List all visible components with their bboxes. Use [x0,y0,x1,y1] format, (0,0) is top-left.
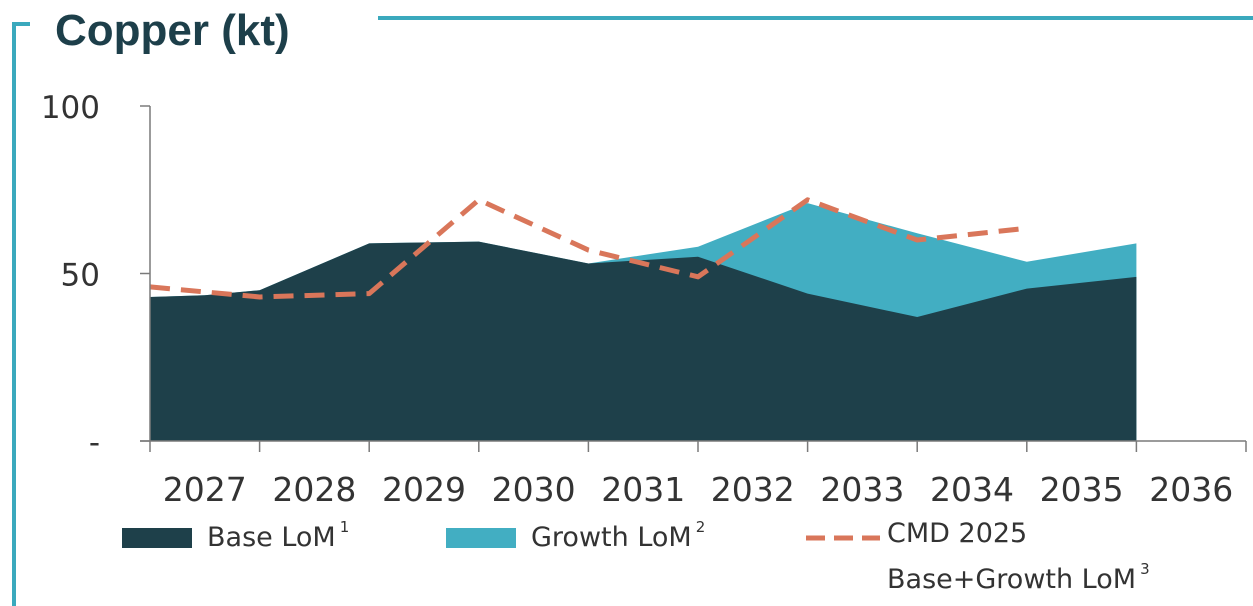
plot-areas [150,203,1137,441]
legend-cmd-footnote: 3 [1140,560,1150,578]
legend-base-name: Base LoM [207,522,336,553]
axes: 100 50 - 2027 2028 2029 2030 2031 2032 2033 2034 20… [41,90,1247,509]
legend-growth-footnote: 2 [695,518,706,536]
x-tick-label: 2036 [1149,470,1233,509]
x-tick-label: 2027 [163,470,247,509]
frame-corner-tick [12,22,30,26]
chart-title: Copper (kt) [55,6,290,55]
legend-label-cmd-line2: Base+Growth LoM 3 [887,560,1150,595]
legend-base-footnote: 1 [339,518,350,536]
legend-growth-name: Growth LoM [531,522,692,553]
y-tick-label: 100 [41,90,100,126]
frame-top-border [378,16,1253,20]
legend-label-cmd: CMD 2025 [887,518,1027,549]
legend-swatch-base [122,528,192,548]
y-tick-label: - [89,425,100,461]
legend-label-growth: Growth LoM 2 [531,518,705,553]
x-tick-label: 2034 [930,470,1014,509]
area-base-lom [150,241,1137,441]
x-tick-label: 2035 [1040,470,1124,509]
legend-swatch-growth [446,528,516,548]
plot-lines [149,197,1028,300]
frame-left-border [12,22,16,606]
legend-label-base: Base LoM 1 [207,518,349,553]
legend-cmd-name: CMD 2025 [887,518,1028,549]
y-tick-label: 50 [61,258,100,294]
legend-swatch-cmd [806,535,880,541]
x-tick-label: 2032 [711,470,795,509]
line-cmd-2025 [149,197,1028,300]
x-tick-label: 2029 [382,470,466,509]
x-tick-label: 2030 [492,470,576,509]
x-tick-label: 2033 [820,470,904,509]
legend-cmd-name-line2: Base+Growth LoM [887,564,1137,595]
x-tick-label: 2031 [601,470,685,509]
x-tick-label: 2028 [272,470,356,509]
